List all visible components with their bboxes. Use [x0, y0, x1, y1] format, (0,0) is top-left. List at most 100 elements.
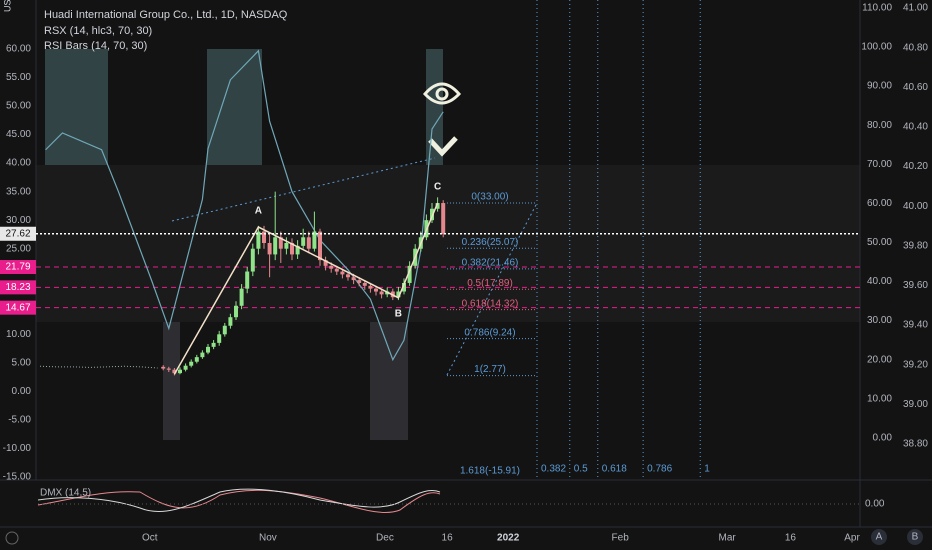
wave-label: A: [255, 206, 262, 217]
y3-tick-label: 39.80: [903, 240, 928, 251]
x-tick-label: 2022: [497, 533, 520, 544]
price-badge: [0, 226, 36, 241]
candle-body: [245, 271, 250, 289]
divergence-line: [171, 157, 436, 222]
y2-tick-label: 70.00: [867, 159, 892, 170]
dmx-tick: 0.00: [865, 499, 885, 510]
scale-button[interactable]: [907, 529, 923, 545]
price-badge-label: 14.67: [5, 302, 30, 313]
y-tick-label: 25.00: [6, 243, 31, 254]
candle-body: [267, 243, 272, 255]
candle-body: [379, 291, 384, 295]
fib-label: 0.5(17.89): [467, 278, 513, 289]
y-tick-label: 30.00: [6, 215, 31, 226]
candle-body: [278, 237, 283, 249]
candle-body: [250, 248, 255, 272]
y2-tick-label: 0.00: [873, 433, 893, 444]
candle-body: [334, 268, 339, 272]
y-tick-label: -10.00: [3, 443, 32, 454]
dmx-label: DMX (14,5): [40, 488, 91, 499]
cycle-label: 0.786: [647, 464, 672, 475]
candle-body: [284, 243, 289, 249]
y2-tick-label: 80.00: [867, 120, 892, 131]
x-tick-label: 16: [442, 533, 454, 544]
fib-label: 0.786(9.24): [464, 327, 515, 338]
price-badge-label: 21.79: [5, 262, 30, 273]
candle-body: [228, 317, 233, 326]
y3-tick-label: 39.00: [903, 399, 928, 410]
x-tick-label: Nov: [259, 533, 277, 544]
price-badge-label: 27.62: [5, 228, 30, 239]
y3-tick-label: 39.60: [903, 280, 928, 291]
rsi-bars-low: [163, 322, 408, 440]
x-tick-label: 16: [785, 533, 797, 544]
indicator: RSX (14, hlc3, 70, 30): [44, 25, 152, 37]
x-tick-label: Oct: [142, 533, 158, 544]
candle-body: [407, 265, 412, 283]
y3-tick-label: 40.80: [903, 42, 928, 53]
scale-button-label[interactable]: B: [912, 532, 919, 543]
dmx-line: [37, 488, 441, 512]
y-tick-label: 0.00: [12, 386, 32, 397]
candle-body: [183, 365, 188, 370]
candle-body: [194, 357, 199, 362]
y3-tick-label: 40.20: [903, 161, 928, 172]
price-badge: [0, 300, 36, 315]
cycle-label: 0.382: [541, 464, 566, 475]
y3-tick-label: 40.00: [903, 201, 928, 212]
price-badge: [0, 260, 36, 275]
price-badge-label: 18.23: [5, 282, 30, 293]
cycle-label: 1: [704, 464, 710, 475]
fib-label: 0.382(21.46): [462, 258, 519, 269]
candle-body: [239, 288, 244, 306]
y-tick-label: 55.00: [6, 72, 31, 83]
candle-body: [166, 368, 171, 370]
y2-tick-label: 100.00: [861, 42, 892, 53]
candle-body: [402, 282, 406, 292]
y-tick-label: 35.00: [6, 186, 31, 197]
logo-icon[interactable]: [5, 531, 19, 545]
candle-body: [273, 237, 278, 255]
y3-tick-label: 40.60: [903, 82, 928, 93]
y2-tick-label: 30.00: [867, 315, 892, 326]
candle-body: [351, 277, 356, 281]
candle-body: [222, 325, 227, 335]
candle-body: [206, 346, 210, 353]
scale-button-label[interactable]: A: [876, 532, 883, 543]
candle-body: [357, 280, 362, 283]
scale-button[interactable]: [871, 529, 887, 545]
y2-tick-label: 10.00: [867, 393, 892, 404]
y-tick-label: 40.00: [6, 158, 31, 169]
x-tick-label: Apr: [844, 533, 860, 544]
candle-body: [290, 243, 294, 255]
y3-tick-label: 39.40: [903, 320, 928, 331]
candle-body: [217, 334, 222, 343]
candle-body: [362, 282, 367, 286]
fib-label: 0(33.00): [471, 192, 508, 203]
candle-body: [396, 291, 401, 298]
candle-body: [262, 231, 266, 243]
currency: USD: [2, 0, 12, 12]
y-tick-label: 50.00: [6, 101, 31, 112]
candle-body: [172, 369, 177, 374]
candle-body: [161, 366, 166, 369]
wave-label: B: [395, 308, 402, 319]
candle-body: [441, 203, 446, 234]
fib-label: 0.236(25.07): [462, 237, 519, 248]
candle-body: [295, 245, 300, 255]
candle-body: [346, 274, 350, 278]
candle-body: [435, 203, 440, 209]
y2-tick-label: 50.00: [867, 237, 892, 248]
x-tick-label: Dec: [376, 533, 394, 544]
price-badge: [0, 280, 36, 295]
y-tick-label: 5.00: [12, 357, 32, 368]
wave-line: [173, 202, 439, 375]
cycle-label: 0.5: [574, 464, 588, 475]
candle-body: [323, 260, 328, 266]
y-tick-label: 60.00: [6, 44, 31, 55]
candle-body: [256, 231, 261, 249]
fib-label: 1.618(-15.91): [460, 466, 520, 477]
candle-body: [301, 237, 306, 246]
candle-body: [329, 265, 334, 269]
